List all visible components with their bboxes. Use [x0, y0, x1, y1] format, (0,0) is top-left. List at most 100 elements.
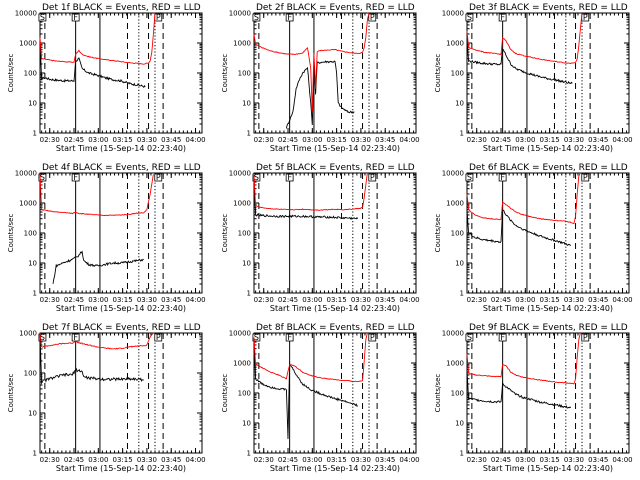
marker-label: P	[370, 13, 375, 22]
y-tick-label: 100	[451, 230, 464, 238]
series-line-black-events	[285, 60, 355, 129]
x-tick-label: 02:45	[278, 296, 298, 304]
marker-box	[368, 333, 377, 342]
y-tick-label: 100	[24, 370, 37, 378]
y-axis-label: Counts/sec	[7, 214, 15, 253]
marker-label: F	[500, 13, 505, 22]
series-line-red-lld	[253, 12, 370, 113]
x-axis-label: Start Time (15-Sep-14 02:23:40)	[270, 144, 400, 153]
y-tick-label: 10	[242, 420, 251, 428]
x-tick-label: 03:30	[137, 136, 157, 144]
x-axis-label: Start Time (15-Sep-14 02:23:40)	[483, 464, 613, 473]
marker-label: P	[583, 13, 588, 22]
y-tick-label: 1000	[446, 200, 464, 208]
x-tick-label: 03:15	[327, 296, 347, 304]
axes-frame	[466, 172, 630, 294]
y-axis-label: Counts/sec	[221, 54, 229, 93]
x-tick-label: 03:30	[564, 296, 584, 304]
x-tick-label: 04:00	[185, 296, 205, 304]
marker-label: F	[73, 333, 78, 342]
axes-frame	[253, 172, 417, 294]
y-tick-label: 10000	[229, 10, 251, 18]
panel-title: Det 9f BLACK = Events, RED = LLD	[469, 323, 628, 333]
x-tick-label: 03:45	[375, 296, 395, 304]
panel-det-5: Det 5f BLACK = Events, RED = LLD 1 10 100 10…	[221, 163, 420, 313]
series-line-red-lld	[466, 332, 581, 385]
y-tick-label: 10000	[442, 330, 464, 338]
y-tick-label: 10	[455, 260, 464, 268]
y-tick-label: 1000	[233, 40, 251, 48]
panel-det-7: Det 7f BLACK = Events, RED = LLD 1 10 100 10…	[7, 323, 206, 473]
series-line-red-lld	[39, 174, 154, 217]
y-tick-label: 10000	[229, 170, 251, 178]
y-tick-label: 10	[28, 410, 37, 418]
x-axis-label: Start Time (15-Sep-14 02:23:40)	[483, 144, 613, 153]
marker-box	[154, 173, 163, 182]
x-tick-label: 02:45	[491, 456, 511, 464]
marker-label: S	[40, 173, 45, 182]
x-tick-label: 02:30	[254, 456, 274, 464]
marker-label: S	[254, 173, 259, 182]
y-tick-label: 10000	[442, 170, 464, 178]
y-tick-label: 1	[460, 290, 464, 298]
y-tick-label: 100	[24, 70, 37, 78]
x-tick-label: 03:00	[515, 296, 535, 304]
x-tick-label: 03:45	[375, 136, 395, 144]
marker-box	[285, 173, 294, 182]
y-tick-label: 1	[33, 130, 37, 138]
panel-det-3: Det 3f BLACK = Events, RED = LLD 1 10 100 10…	[434, 3, 633, 153]
y-tick-label: 10	[28, 100, 37, 108]
y-tick-label: 1000	[233, 360, 251, 368]
x-tick-label: 03:00	[88, 296, 108, 304]
series-line-black-events	[466, 40, 573, 85]
marker-label: S	[467, 333, 472, 342]
y-axis-label: Counts/sec	[221, 214, 229, 253]
marker-box	[71, 333, 80, 342]
y-axis-label: Counts/sec	[221, 374, 229, 413]
marker-box	[38, 173, 47, 182]
marker-box	[465, 173, 474, 182]
x-tick-label: 02:30	[40, 136, 60, 144]
x-axis-label: Start Time (15-Sep-14 02:23:40)	[270, 464, 400, 473]
y-tick-label: 1000	[446, 40, 464, 48]
x-tick-label: 04:00	[185, 136, 205, 144]
y-tick-label: 10000	[442, 10, 464, 18]
x-tick-label: 02:45	[64, 456, 84, 464]
series-line-red-lld	[253, 172, 368, 211]
marker-label: S	[40, 13, 45, 22]
y-tick-label: 1	[247, 130, 251, 138]
y-tick-label: 10	[242, 260, 251, 268]
x-tick-label: 03:15	[113, 456, 133, 464]
panel-title: Det 6f BLACK = Events, RED = LLD	[469, 163, 628, 173]
series-line-red-lld	[39, 12, 156, 65]
y-tick-label: 1000	[19, 200, 37, 208]
y-axis-label: Counts/sec	[434, 374, 442, 413]
x-tick-label: 03:15	[540, 296, 560, 304]
axes-frame	[466, 332, 630, 454]
panel-det-4: Det 4f BLACK = Events, RED = LLD 1 10 100 10…	[7, 163, 206, 313]
x-tick-label: 02:30	[254, 136, 274, 144]
series-line-black-events	[253, 337, 358, 440]
y-tick-label: 100	[238, 70, 251, 78]
series-line-red-lld	[253, 332, 368, 383]
y-tick-label: 100	[24, 230, 37, 238]
x-tick-label: 03:45	[161, 296, 181, 304]
x-tick-label: 02:30	[40, 296, 60, 304]
x-tick-label: 03:30	[564, 136, 584, 144]
x-tick-label: 02:45	[64, 296, 84, 304]
panel-det-2: Det 2f BLACK = Events, RED = LLD 1 10 100 10…	[221, 3, 420, 153]
marker-label: P	[156, 173, 161, 182]
x-tick-label: 03:45	[588, 456, 608, 464]
x-tick-label: 02:45	[278, 456, 298, 464]
panel-det-6: Det 6f BLACK = Events, RED = LLD 1 10 100 10…	[434, 163, 633, 313]
x-tick-label: 03:30	[351, 296, 371, 304]
x-tick-label: 03:00	[302, 296, 322, 304]
marker-box	[368, 13, 377, 22]
series-line-red-lld	[466, 172, 581, 225]
panel-title: Det 5f BLACK = Events, RED = LLD	[256, 163, 415, 173]
x-tick-label: 03:00	[515, 456, 535, 464]
panel-det-1: Det 1f BLACK = Events, RED = LLD 1 10 100 10…	[7, 3, 206, 153]
series-line-black-events	[39, 333, 144, 385]
marker-label: S	[40, 333, 45, 342]
x-tick-label: 04:00	[399, 136, 419, 144]
